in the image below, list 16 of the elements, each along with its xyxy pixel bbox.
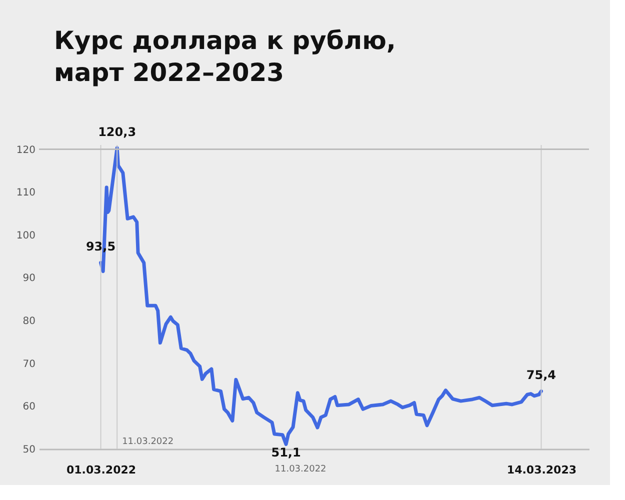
y-tick-label: 70 — [22, 358, 36, 370]
y-tick-label: 90 — [22, 273, 36, 284]
y-tick-label: 60 — [22, 402, 36, 413]
ref-line-label: 11.03.2022 — [122, 437, 174, 447]
y-tick-label: 80 — [22, 316, 36, 328]
annotation: 120,3 — [98, 124, 136, 139]
y-tick-label: 100 — [16, 230, 36, 242]
y-tick-label: 120 — [16, 144, 36, 156]
y-tick-label: 110 — [16, 188, 36, 199]
x-tick-label: 14.03.2023 — [506, 464, 577, 476]
y-tick-label: 50 — [22, 444, 36, 456]
chart-title: Курс доллара к рублю, март 2022–2023 — [54, 26, 396, 87]
annotation: 75,4 — [526, 368, 556, 382]
x-tick-label: 11.03.2022 — [274, 464, 326, 474]
x-tick-label: 01.03.2022 — [66, 464, 136, 476]
annotation: 51,1 — [271, 445, 301, 460]
